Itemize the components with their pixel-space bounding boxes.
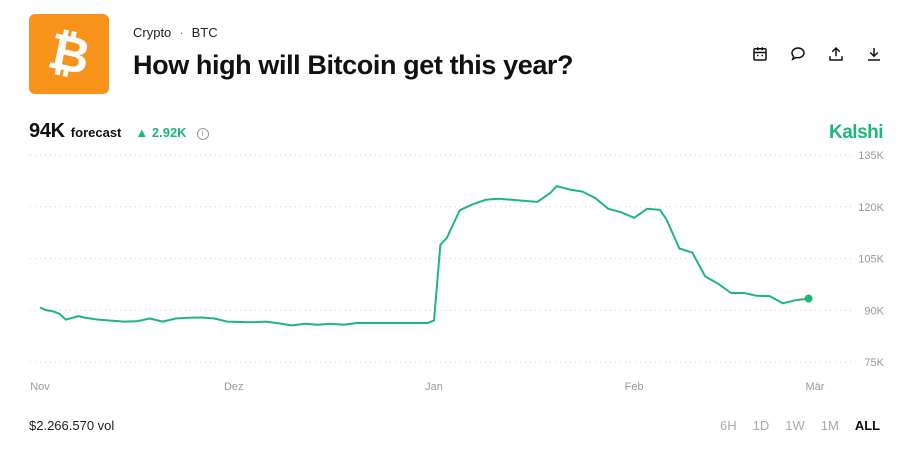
bitcoin-logo: ₿ <box>29 14 109 94</box>
calendar-button[interactable] <box>748 42 772 66</box>
toolbar <box>748 42 886 66</box>
breadcrumb: Crypto · BTC <box>133 25 218 40</box>
breadcrumb-separator: · <box>179 25 184 40</box>
forecast-summary: 94K forecast ▲ 2.92K i <box>29 120 209 143</box>
bitcoin-icon: ₿ <box>43 21 95 87</box>
y-tick-label: 135K <box>858 150 884 162</box>
page-title: How high will Bitcoin get this year? <box>133 50 574 80</box>
x-tick-label: Jan <box>425 381 443 393</box>
grid-lines <box>30 154 853 363</box>
latest-point-marker[interactable] <box>804 294 813 303</box>
volume-label: $2.266.570 vol <box>29 418 115 433</box>
x-axis-ticks: Nov Dez Jan Feb Mär <box>30 381 825 393</box>
series-layer <box>39 185 813 327</box>
x-tick-label: Mär <box>806 381 825 393</box>
y-axis-ticks: 75K 90K 105K 120K 135K <box>858 150 884 369</box>
range-1w-button[interactable]: 1W <box>785 418 805 433</box>
forecast-delta-value: 2.92K <box>151 125 187 140</box>
y-tick-label: 105K <box>858 254 884 266</box>
range-selector: 6H 1D 1W 1M ALL <box>720 418 880 433</box>
up-arrow-icon: ▲ <box>135 125 149 140</box>
price-chart[interactable]: 75K 90K 105K 120K 135K Nov Dez Jan Feb Mär <box>0 140 900 400</box>
share-button[interactable] <box>824 42 848 66</box>
info-icon[interactable]: i <box>196 127 209 140</box>
x-tick-label: Nov <box>30 381 50 393</box>
calendar-icon <box>753 47 767 61</box>
series-line[interactable] <box>39 185 809 327</box>
range-6h-button[interactable]: 6H <box>720 418 737 433</box>
x-tick-label: Feb <box>625 381 644 393</box>
y-tick-label: 75K <box>864 357 884 369</box>
range-all-button[interactable]: ALL <box>854 418 881 433</box>
comment-icon <box>791 47 805 61</box>
share-icon <box>829 46 843 61</box>
y-tick-label: 120K <box>858 202 884 214</box>
x-tick-label: Dez <box>224 381 244 393</box>
forecast-label: forecast <box>70 125 122 140</box>
kalshi-logo[interactable]: Kalshi <box>829 122 884 143</box>
forecast-value: 94K <box>29 120 65 142</box>
forecast-delta: ▲ 2.92K <box>135 125 186 140</box>
y-tick-label: 90K <box>864 305 884 317</box>
download-icon <box>868 48 880 61</box>
range-1d-button[interactable]: 1D <box>752 418 770 433</box>
download-button[interactable] <box>862 42 886 66</box>
range-1m-button[interactable]: 1M <box>820 418 839 433</box>
comment-button[interactable] <box>786 42 810 66</box>
breadcrumb-category[interactable]: Crypto <box>133 25 172 40</box>
breadcrumb-ticker[interactable]: BTC <box>191 25 218 40</box>
